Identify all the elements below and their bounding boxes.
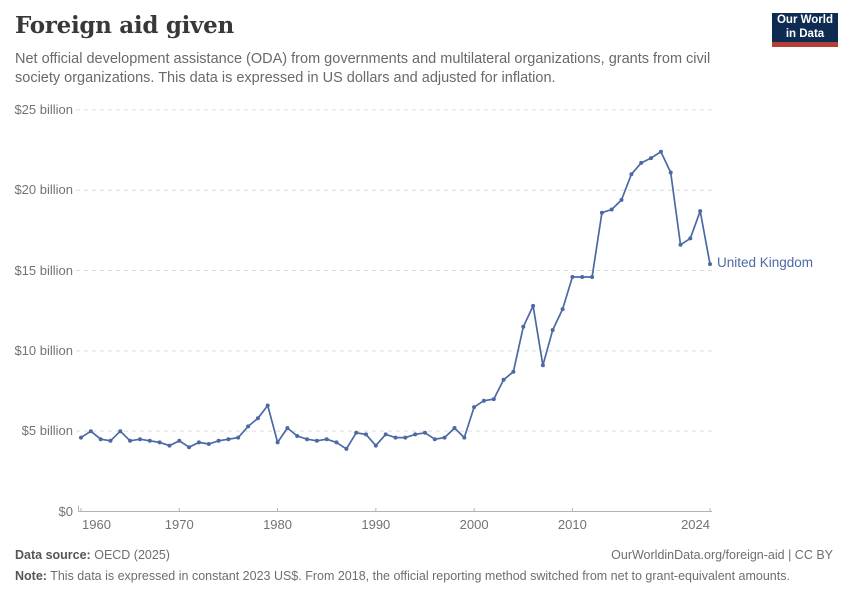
x-axis-label: 2024 [681, 517, 710, 532]
owid-citation-link[interactable]: OurWorldinData.org/foreign-aid | CC BY [611, 548, 833, 562]
x-axis-label: 2000 [459, 517, 489, 532]
y-axis-label: $5 billion [21, 423, 73, 439]
data-line [80, 150, 711, 450]
x-axis-label: 2010 [557, 517, 587, 532]
owid-logo[interactable]: Our World in Data [772, 13, 838, 47]
owid-logo-red-bar [772, 42, 838, 47]
y-axis-label: $20 billion [14, 182, 73, 198]
chart-note: Note: This data is expressed in constant… [15, 569, 833, 583]
y-axis-label: $15 billion [14, 262, 73, 278]
y-axis-label: $0 [58, 503, 73, 519]
x-axis-label: 1980 [263, 517, 292, 532]
x-axis-label: 1970 [164, 517, 194, 532]
y-axis-label: $10 billion [14, 342, 73, 358]
y-axis-label: $25 billion [14, 101, 73, 117]
series-label-united-kingdom[interactable]: United Kingdom [717, 255, 814, 271]
x-axis-label: 1960 [82, 517, 111, 532]
chart-subtitle: Net official development assistance (ODA… [15, 51, 711, 87]
data-source-value: OECD (2025) [94, 548, 170, 562]
owid-logo-line1: Our World [776, 13, 833, 26]
data-source: Data source: OECD (2025) [15, 548, 170, 562]
note-text: This data is expressed in constant 2023 … [50, 569, 790, 583]
page-title: Foreign aid given [15, 12, 234, 39]
gridlines [76, 109, 712, 432]
data-source-label: Data source: [15, 548, 91, 562]
x-axis-label: 1990 [361, 517, 391, 532]
x-axis-line [78, 505, 712, 512]
owid-logo-box: Our World in Data [772, 13, 838, 42]
note-label: Note: [15, 569, 47, 583]
data-points [79, 149, 712, 451]
owid-logo-line2: in Data [785, 27, 825, 40]
